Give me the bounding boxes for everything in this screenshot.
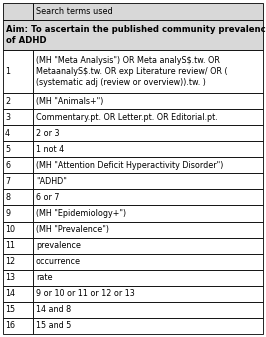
Text: 15: 15 [5, 305, 15, 314]
Bar [3, 50, 33, 93]
Bar [33, 141, 263, 157]
Text: (MH "Attention Deficit Hyperactivity Disorder"): (MH "Attention Deficit Hyperactivity Dis… [36, 161, 223, 170]
Bar [3, 93, 33, 109]
Text: 9 or 10 or 11 or 12 or 13: 9 or 10 or 11 or 12 or 13 [36, 289, 135, 298]
Text: 1 not 4: 1 not 4 [36, 145, 64, 154]
Bar [3, 20, 263, 50]
Text: 2: 2 [5, 96, 10, 105]
Text: 10: 10 [5, 225, 15, 234]
Text: 3: 3 [5, 113, 10, 122]
Text: 7: 7 [5, 177, 10, 186]
Text: (MH "Epidemiology+"): (MH "Epidemiology+") [36, 209, 126, 218]
Bar [3, 125, 33, 141]
Text: 5: 5 [5, 145, 10, 154]
Text: "ADHD": "ADHD" [36, 177, 67, 186]
Bar [3, 141, 33, 157]
Text: 2 or 3: 2 or 3 [36, 129, 59, 137]
Bar [33, 109, 263, 125]
Text: (MH "Animals+"): (MH "Animals+") [36, 96, 103, 105]
Bar [33, 93, 263, 109]
Bar [33, 254, 263, 270]
Text: Aim: To ascertain the published community prevalence
of ADHD: Aim: To ascertain the published communit… [6, 25, 266, 45]
Bar [33, 3, 263, 20]
Bar [3, 109, 33, 125]
Bar [3, 157, 33, 173]
Bar [3, 173, 33, 189]
Bar [33, 125, 263, 141]
Text: 6: 6 [5, 161, 10, 170]
Text: prevalence: prevalence [36, 241, 81, 250]
Bar [3, 3, 33, 20]
Bar [33, 173, 263, 189]
Bar [33, 238, 263, 254]
Bar [33, 318, 263, 334]
Text: Search terms used: Search terms used [36, 7, 113, 16]
Text: 1: 1 [5, 67, 10, 76]
Bar [3, 254, 33, 270]
Bar [33, 157, 263, 173]
Text: 9: 9 [5, 209, 10, 218]
Text: occurrence: occurrence [36, 257, 81, 266]
Text: (MH "Prevalence"): (MH "Prevalence") [36, 225, 109, 234]
Bar [33, 189, 263, 206]
Text: 11: 11 [5, 241, 15, 250]
Bar [33, 206, 263, 221]
Text: 14 and 8: 14 and 8 [36, 305, 71, 314]
Text: 12: 12 [5, 257, 15, 266]
Bar [3, 318, 33, 334]
Text: 13: 13 [5, 273, 15, 282]
Bar [3, 189, 33, 206]
Text: rate: rate [36, 273, 52, 282]
Text: 16: 16 [5, 321, 15, 331]
Bar [3, 238, 33, 254]
Text: 8: 8 [5, 193, 10, 202]
Text: (MH "Meta Analysis") OR Meta analyS$.tw. OR
MetaanalyS$.tw. OR exp Literature re: (MH "Meta Analysis") OR Meta analyS$.tw.… [36, 56, 227, 87]
Bar [33, 221, 263, 238]
Bar [3, 286, 33, 302]
Text: 6 or 7: 6 or 7 [36, 193, 59, 202]
Bar [33, 50, 263, 93]
Bar [33, 286, 263, 302]
Text: 14: 14 [5, 289, 15, 298]
Bar [33, 270, 263, 286]
Text: 4: 4 [5, 129, 10, 137]
Bar [3, 302, 33, 318]
Bar [33, 302, 263, 318]
Bar [3, 270, 33, 286]
Bar [3, 206, 33, 221]
Text: Commentary.pt. OR Letter.pt. OR Editorial.pt.: Commentary.pt. OR Letter.pt. OR Editoria… [36, 113, 218, 122]
Bar [3, 221, 33, 238]
Text: 15 and 5: 15 and 5 [36, 321, 71, 331]
